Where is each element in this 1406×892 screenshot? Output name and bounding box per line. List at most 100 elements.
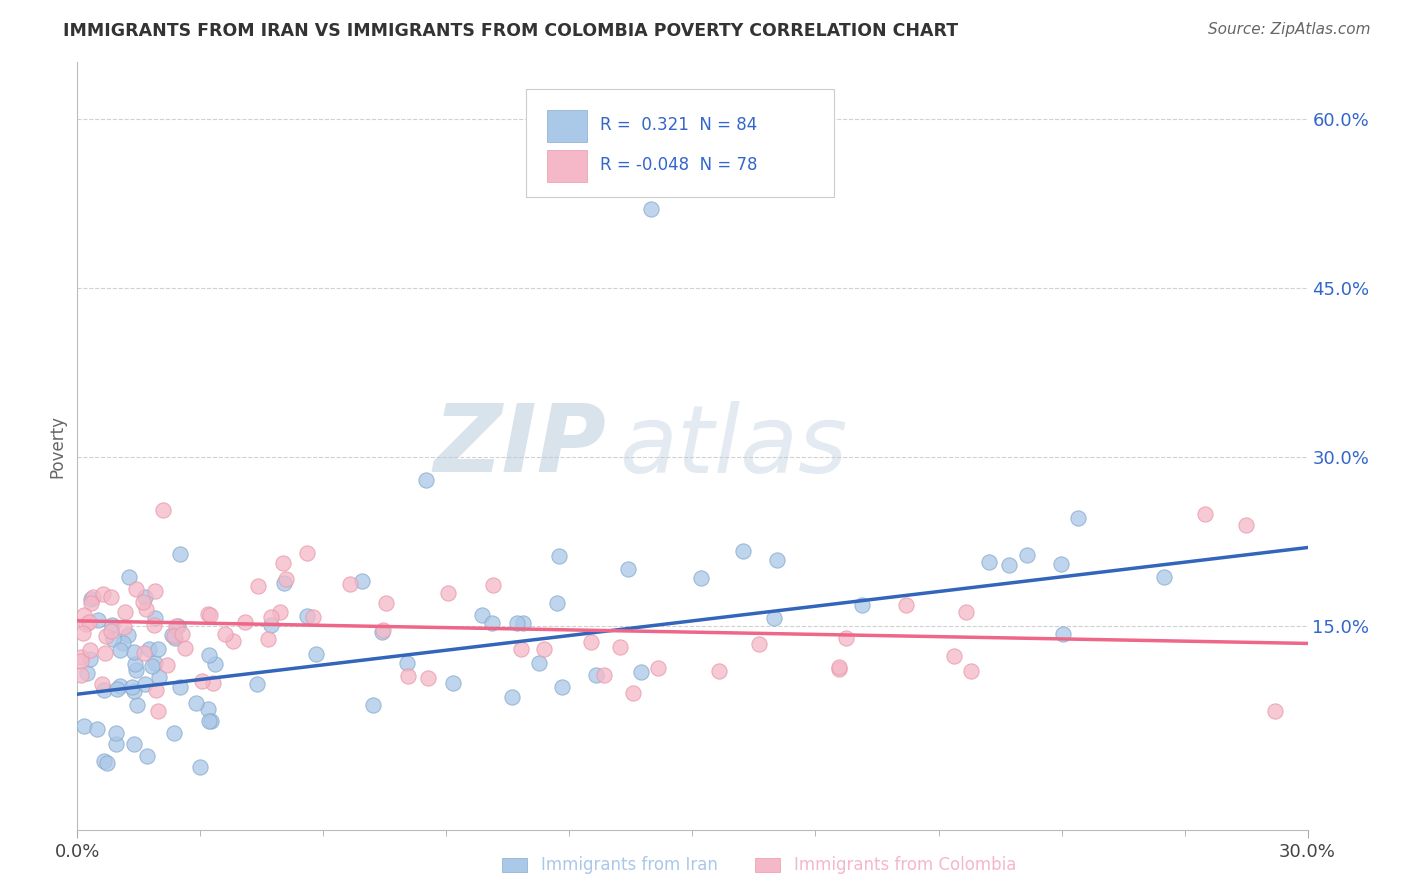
Point <box>145 682 167 697</box>
Point <box>222 633 245 648</box>
Text: atlas: atlas <box>619 401 846 491</box>
Point <box>77 615 100 629</box>
Point <box>76 665 98 680</box>
Point <box>350 574 373 588</box>
Point <box>339 576 361 591</box>
Point <box>960 664 983 678</box>
Point <box>87 613 110 627</box>
Text: Immigrants from Iran: Immigrants from Iran <box>541 856 718 874</box>
Point <box>481 616 503 631</box>
Point <box>112 635 135 649</box>
Point <box>1264 704 1286 718</box>
Point <box>143 618 166 632</box>
Point <box>146 642 169 657</box>
FancyBboxPatch shape <box>526 89 834 197</box>
Point <box>233 615 256 629</box>
Text: Source: ZipAtlas.com: Source: ZipAtlas.com <box>1208 22 1371 37</box>
Point <box>546 597 568 611</box>
Point <box>509 642 531 657</box>
Point <box>276 572 298 586</box>
Text: IMMIGRANTS FROM IRAN VS IMMIGRANTS FROM COLOMBIA POVERTY CORRELATION CHART: IMMIGRANTS FROM IRAN VS IMMIGRANTS FROM … <box>63 22 959 40</box>
Point <box>204 657 226 672</box>
Point <box>118 570 141 584</box>
Point <box>101 617 124 632</box>
Point <box>93 754 115 768</box>
Point <box>138 642 160 657</box>
Point <box>72 625 94 640</box>
Point <box>146 705 169 719</box>
Point <box>114 605 136 619</box>
FancyBboxPatch shape <box>547 110 586 142</box>
Point <box>100 624 122 639</box>
Point <box>184 696 207 710</box>
Point <box>79 596 101 610</box>
FancyBboxPatch shape <box>502 858 527 872</box>
Point <box>273 576 295 591</box>
Point <box>141 659 163 673</box>
Point <box>134 590 156 604</box>
Point <box>156 657 179 672</box>
Point <box>163 726 186 740</box>
Point <box>295 608 318 623</box>
Point <box>609 640 631 654</box>
Point <box>172 627 194 641</box>
FancyBboxPatch shape <box>755 858 780 872</box>
Point <box>135 602 157 616</box>
Point <box>143 584 166 599</box>
Point <box>828 662 851 676</box>
Point <box>122 645 145 659</box>
Point <box>512 616 534 631</box>
Point <box>1153 570 1175 584</box>
Point <box>70 668 93 682</box>
FancyBboxPatch shape <box>547 150 586 182</box>
Point <box>197 702 219 716</box>
Point <box>763 611 786 625</box>
Point <box>94 629 117 643</box>
Point <box>169 680 191 694</box>
Point <box>200 607 222 622</box>
Point <box>82 590 104 604</box>
Point <box>93 682 115 697</box>
Point <box>104 737 127 751</box>
Point <box>91 677 114 691</box>
Point <box>169 547 191 561</box>
Point <box>371 624 394 639</box>
Point <box>301 610 323 624</box>
Point <box>851 598 873 612</box>
Point <box>766 553 789 567</box>
Point <box>471 607 494 622</box>
Point <box>143 657 166 671</box>
Point <box>260 618 283 632</box>
Point <box>998 558 1021 573</box>
Point <box>416 671 439 685</box>
Point <box>630 665 652 679</box>
Point <box>122 737 145 751</box>
Point <box>152 502 174 516</box>
Point <box>91 586 114 600</box>
Point <box>110 679 132 693</box>
Point <box>79 642 101 657</box>
Point <box>70 649 93 664</box>
Text: R =  0.321  N = 84: R = 0.321 N = 84 <box>600 116 758 134</box>
Point <box>131 594 153 608</box>
Point <box>1067 511 1090 525</box>
Point <box>828 659 851 673</box>
Point <box>942 648 965 663</box>
Point <box>72 608 94 623</box>
Point <box>257 632 280 646</box>
Point <box>979 554 1001 568</box>
Y-axis label: Poverty: Poverty <box>48 415 66 477</box>
Point <box>581 635 603 649</box>
Point <box>482 578 505 592</box>
Point <box>506 615 529 630</box>
Text: Immigrants from Colombia: Immigrants from Colombia <box>794 856 1017 874</box>
Point <box>260 609 283 624</box>
Point <box>202 675 225 690</box>
Point <box>361 698 384 712</box>
Point <box>136 748 159 763</box>
Point <box>86 722 108 736</box>
Point <box>441 675 464 690</box>
Point <box>640 202 662 216</box>
Point <box>112 620 135 634</box>
Point <box>1015 548 1038 562</box>
